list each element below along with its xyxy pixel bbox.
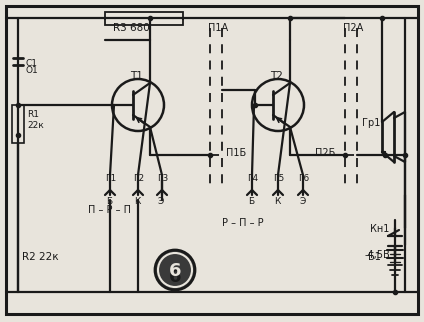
Bar — [12, 105, 24, 143]
Text: П – Р – П: П – Р – П — [88, 205, 131, 215]
Text: Б: Б — [106, 197, 112, 206]
Text: Г3: Г3 — [157, 174, 168, 183]
Text: Г6: Г6 — [298, 174, 309, 183]
Bar — [105, 12, 183, 25]
Text: 6: 6 — [169, 268, 181, 286]
Text: 6: 6 — [169, 262, 181, 280]
Text: R1: R1 — [27, 110, 39, 119]
Text: К: К — [274, 197, 280, 206]
Text: 22к: 22к — [27, 121, 44, 130]
Text: П1Б: П1Б — [226, 148, 246, 158]
Text: Г4: Г4 — [247, 174, 258, 183]
Text: П2А: П2А — [343, 23, 363, 33]
Text: Г2: Г2 — [133, 174, 144, 183]
Text: O1: O1 — [26, 66, 39, 75]
Text: К: К — [134, 197, 140, 206]
Text: Гр1: Гр1 — [362, 118, 380, 128]
Text: Г5: Г5 — [273, 174, 284, 183]
Text: Б: Б — [248, 197, 254, 206]
Text: Э: Э — [158, 197, 165, 206]
Text: R3 680: R3 680 — [113, 23, 150, 33]
Text: П2Б: П2Б — [315, 148, 335, 158]
Text: -4,5В: -4,5В — [365, 250, 391, 260]
Text: T2: T2 — [270, 71, 283, 81]
Text: C1: C1 — [26, 59, 38, 68]
Text: R2 22к: R2 22к — [22, 252, 59, 262]
Text: Э: Э — [299, 197, 305, 206]
Circle shape — [155, 250, 195, 290]
Text: Р – П – Р: Р – П – Р — [222, 218, 264, 228]
Text: T1: T1 — [130, 71, 143, 81]
Text: Г1: Г1 — [105, 174, 116, 183]
Text: Б1: Б1 — [368, 252, 381, 262]
Text: Кн1: Кн1 — [370, 224, 389, 234]
Text: П1А: П1А — [208, 23, 228, 33]
